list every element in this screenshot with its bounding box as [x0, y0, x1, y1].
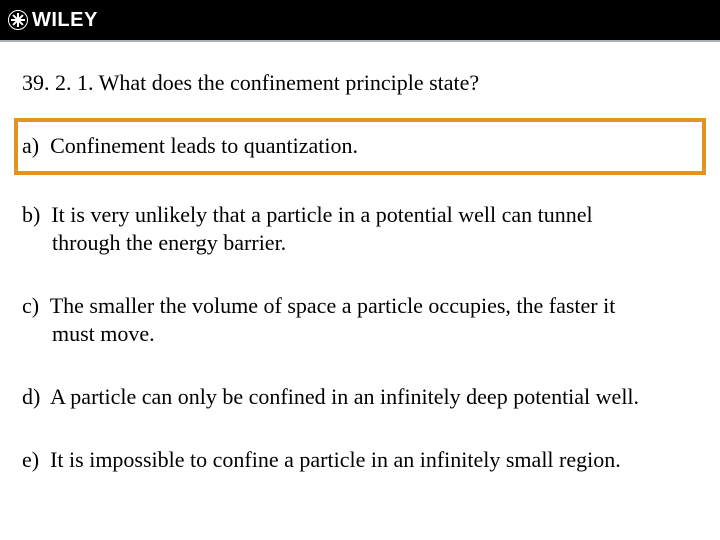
option-a[interactable]: a) Confinement leads to quantization.: [14, 118, 706, 175]
option-a-label: a): [22, 133, 39, 158]
option-e[interactable]: e) It is impossible to confine a particl…: [18, 438, 702, 483]
wiley-icon: [8, 10, 28, 30]
question-text: 39. 2. 1. What does the confinement prin…: [18, 70, 702, 96]
question-body: What does the confinement principle stat…: [99, 70, 480, 95]
brand-logo: WILEY: [8, 9, 98, 32]
option-c-line1: The smaller the volume of space a partic…: [50, 293, 616, 318]
question-number: 39. 2. 1.: [22, 70, 94, 95]
option-c-line2: must move.: [22, 320, 694, 349]
option-c[interactable]: c) The smaller the volume of space a par…: [18, 284, 702, 357]
option-e-text: It is impossible to confine a particle i…: [50, 447, 621, 472]
option-d[interactable]: d) A particle can only be confined in an…: [18, 375, 702, 420]
option-b-label: b): [22, 202, 40, 227]
slide-content: 39. 2. 1. What does the confinement prin…: [0, 42, 720, 482]
option-d-text: A particle can only be confined in an in…: [50, 384, 639, 409]
header-bar: WILEY: [0, 0, 720, 40]
brand-text: WILEY: [32, 9, 98, 32]
option-d-label: d): [22, 384, 40, 409]
option-b-line1: It is very unlikely that a particle in a…: [51, 202, 592, 227]
option-c-label: c): [22, 293, 39, 318]
option-a-text: Confinement leads to quantization.: [50, 133, 358, 158]
option-b-line2: through the energy barrier.: [22, 229, 694, 258]
option-b[interactable]: b) It is very unlikely that a particle i…: [18, 193, 702, 266]
option-e-label: e): [22, 447, 39, 472]
